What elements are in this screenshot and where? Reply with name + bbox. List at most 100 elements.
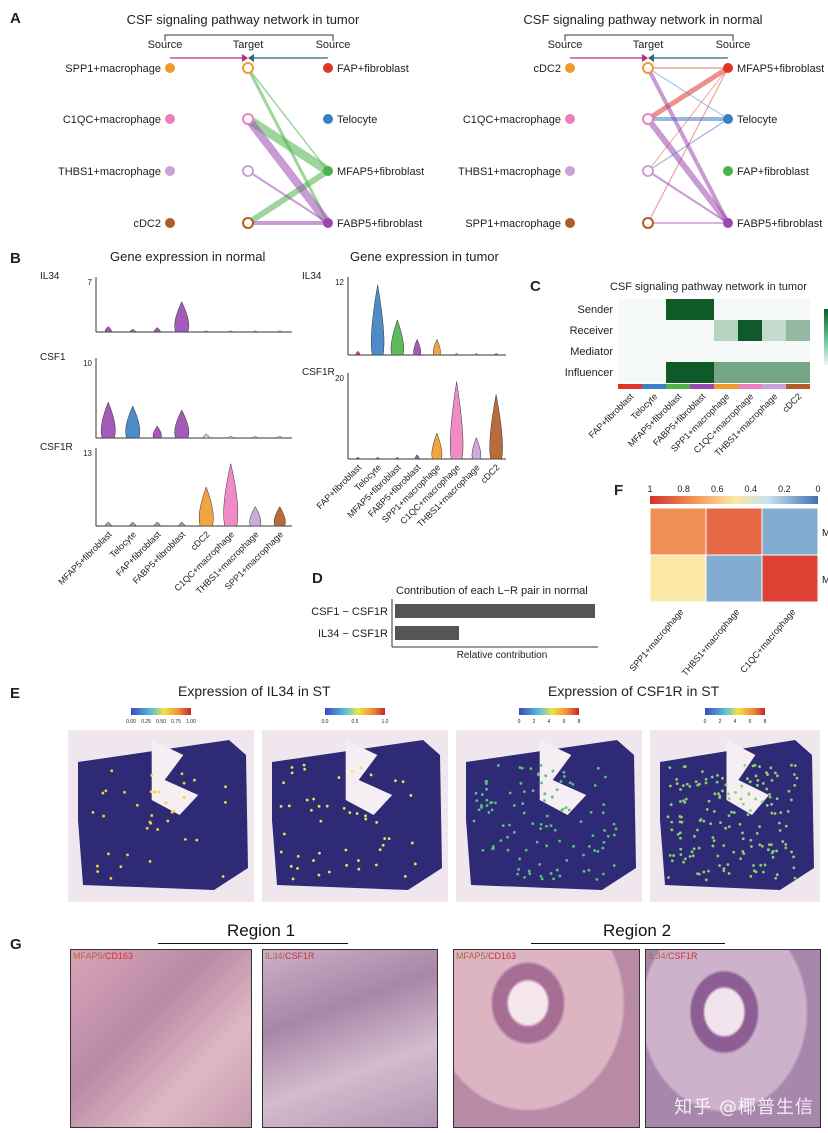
expression-spot: [543, 792, 547, 796]
violin: [449, 381, 464, 460]
scale-label: 0.2: [778, 484, 791, 494]
heatmap-cell: [666, 299, 690, 320]
expression-spot: [558, 839, 562, 843]
scale-tick: 1.00: [186, 719, 196, 725]
bar: [395, 626, 459, 640]
expression-spot: [150, 814, 154, 817]
expression-spot: [682, 799, 685, 803]
target-label: Target: [233, 39, 264, 51]
expression-spot: [345, 863, 349, 867]
expression-spot: [381, 843, 385, 847]
expression-spot: [375, 863, 378, 867]
expression-spot: [413, 862, 417, 866]
bar-label: IL34 − CSF1R: [318, 628, 388, 640]
heatmap-cell: [761, 507, 819, 556]
network-edge: [247, 170, 329, 224]
bar-label: CSF1 − CSF1R: [311, 606, 388, 618]
expression-spot: [717, 792, 720, 796]
expression-spot: [795, 776, 799, 780]
target-node: [242, 217, 254, 229]
expression-spot: [777, 821, 781, 825]
expression-spot: [601, 811, 605, 815]
heatmap-cell: [786, 362, 810, 383]
heatmap-cell: [762, 362, 786, 383]
x-axis-label: Relative contribution: [457, 650, 548, 661]
expression-spot: [303, 767, 307, 771]
expression-spot: [348, 811, 352, 815]
expression-spot: [587, 844, 591, 848]
expression-spot: [784, 846, 788, 850]
expression-spot: [688, 785, 692, 788]
expression-spot: [692, 847, 696, 851]
expression-spot: [364, 817, 368, 821]
scale-tick: 0.25: [141, 719, 151, 725]
expression-spot: [403, 874, 407, 878]
heatmap-cell: [786, 299, 810, 320]
source-node: [165, 114, 175, 124]
expression-spot: [512, 804, 516, 807]
he-image-region1-b: IL34/CSF1R: [262, 949, 438, 1128]
expression-spot: [107, 852, 110, 856]
expression-spot: [558, 874, 562, 878]
receiver-node-label: MFAP5+fibroblast: [737, 63, 824, 75]
heatmap-cell: [642, 320, 666, 341]
gene-label: CSF1R: [302, 367, 335, 378]
heatmap-cell: [690, 320, 714, 341]
expression-spot: [475, 799, 479, 803]
expression-spot: [487, 811, 491, 814]
heatmap-row-label: Mediator: [570, 346, 613, 358]
expression-spot: [522, 811, 526, 815]
expression-spot: [485, 798, 489, 802]
heatmap-cell: [705, 554, 763, 603]
panel-b-tumor-title: Gene expression in tumor: [350, 249, 499, 264]
expression-spot: [775, 797, 779, 801]
expression-spot: [752, 864, 755, 867]
expression-spot: [792, 855, 795, 859]
expression-spot: [775, 774, 779, 778]
expression-spot: [749, 838, 753, 842]
panel-d-letter: D: [312, 570, 323, 587]
expression-spot: [694, 780, 698, 784]
expression-spot: [157, 790, 161, 794]
expression-spot: [104, 789, 108, 793]
region-2-underline: [531, 943, 725, 944]
expression-spot: [571, 782, 575, 786]
expression-spot: [718, 864, 721, 867]
expression-spot: [289, 864, 293, 868]
heatmap-cell: [690, 341, 714, 362]
expression-spot: [512, 830, 516, 834]
expression-spot: [535, 840, 539, 844]
expression-spot: [612, 822, 616, 826]
heatmap-col-label: C1QC+macrophage: [738, 607, 797, 675]
expression-spot: [325, 804, 329, 808]
expression-spot: [224, 785, 227, 789]
expression-spot: [727, 814, 731, 818]
expression-spot: [781, 840, 785, 843]
column-color-bar: [738, 384, 762, 389]
region-1-underline: [158, 943, 348, 944]
panel-c-title: CSF signaling pathway network in tumor: [610, 281, 807, 293]
violin: [355, 456, 360, 460]
violin: [129, 328, 136, 333]
cell-label: MFAP5+fibroblast: [56, 529, 114, 587]
heatmap-cell: [666, 320, 690, 341]
receiver-node-label: Telocyte: [337, 114, 377, 126]
he-label-a: MFAP5: [456, 951, 486, 961]
heatmap-cell: [618, 362, 642, 383]
column-color-bar: [762, 384, 786, 389]
target-node: [642, 113, 654, 125]
expression-spot: [705, 808, 709, 811]
panel-b-normal-title: Gene expression in normal: [110, 249, 266, 264]
expression-spot: [302, 763, 306, 767]
network-edge: [244, 116, 332, 226]
expression-spot: [480, 804, 483, 807]
expression-spot: [716, 854, 720, 858]
expression-spot: [518, 766, 522, 769]
expression-spot: [758, 843, 762, 847]
receiver-node-label: FAP+fibroblast: [737, 166, 809, 178]
cell-label: cDC2: [479, 462, 502, 485]
expression-spot: [721, 789, 724, 793]
expression-spot: [771, 855, 775, 859]
expression-spot: [480, 793, 484, 796]
expression-spot: [579, 820, 583, 823]
